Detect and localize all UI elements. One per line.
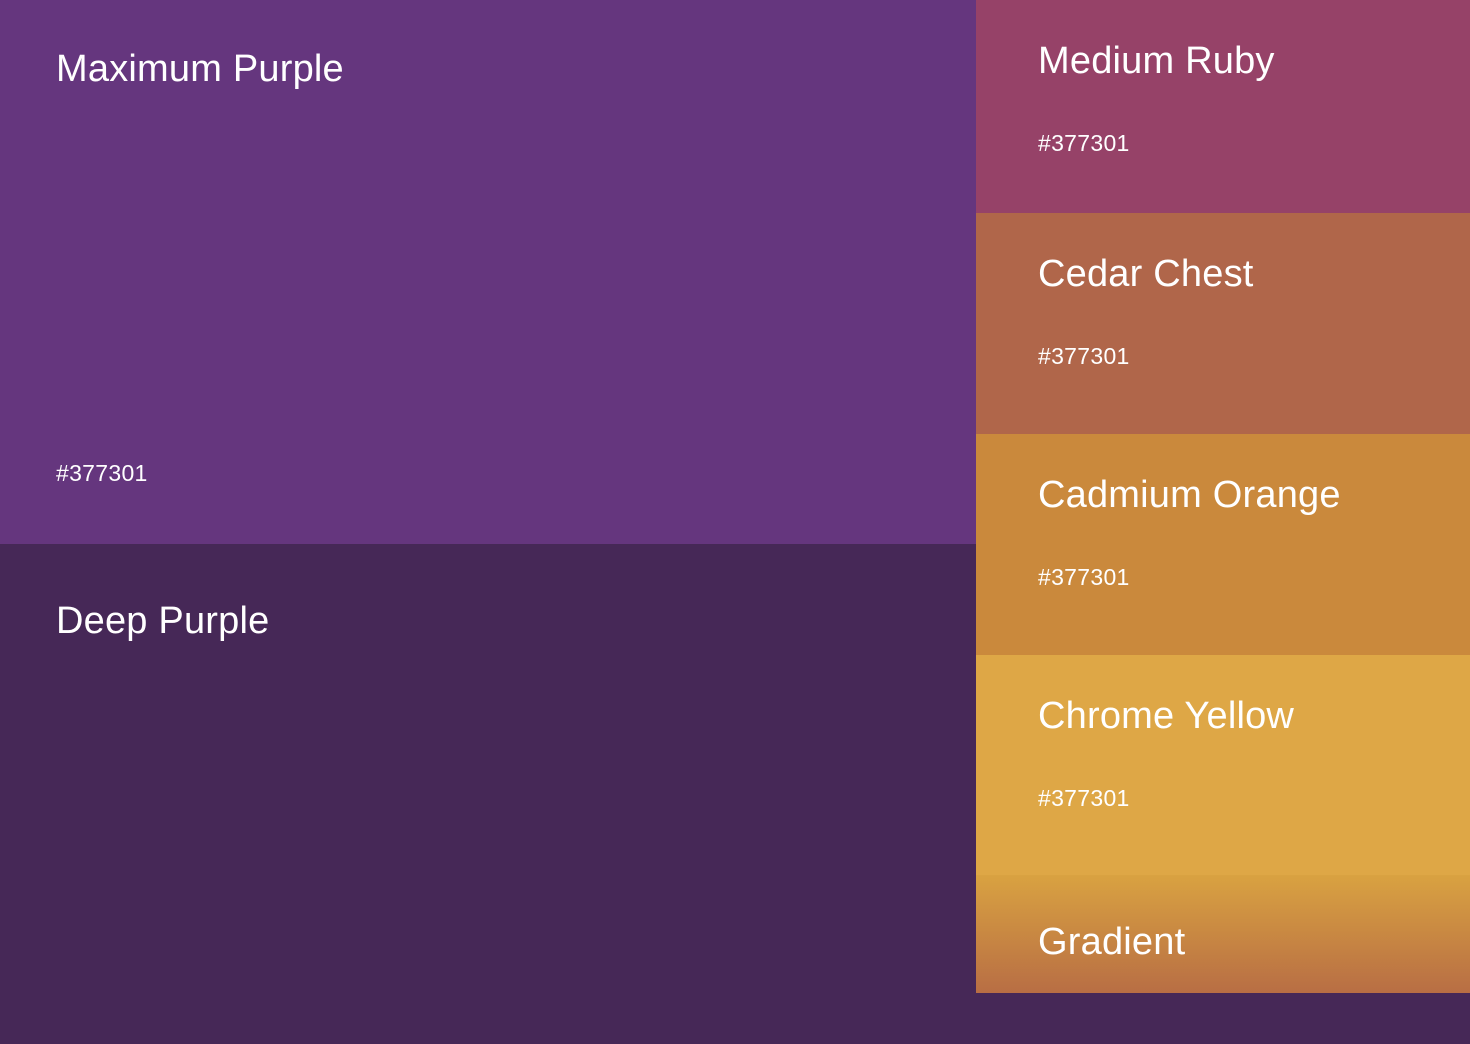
swatch-gradient[interactable]: Gradient (976, 875, 1470, 993)
swatch-maximum-purple[interactable]: Maximum Purple #377301 (0, 0, 976, 544)
swatch-hex-code: #377301 (1038, 564, 1130, 590)
swatch-chrome-yellow[interactable]: Chrome Yellow #377301 (976, 655, 1470, 875)
swatch-name: Chrome Yellow (1038, 695, 1295, 737)
swatch-name: Deep Purple (56, 600, 270, 642)
swatch-hex-code: #377301 (1038, 130, 1130, 156)
swatch-name: Medium Ruby (1038, 40, 1275, 82)
swatch-name: Maximum Purple (56, 48, 344, 90)
swatch-hex-code: #377301 (1038, 343, 1130, 369)
swatch-hex-code: #377301 (1038, 785, 1130, 811)
swatch-cedar-chest[interactable]: Cedar Chest #377301 (976, 213, 1470, 434)
swatch-cadmium-orange[interactable]: Cadmium Orange #377301 (976, 434, 1470, 655)
swatch-name: Cadmium Orange (1038, 474, 1341, 516)
swatch-name: Gradient (1038, 921, 1186, 963)
swatch-name: Cedar Chest (1038, 253, 1254, 295)
swatch-deep-purple[interactable]: Deep Purple (0, 544, 976, 1044)
swatch-medium-ruby[interactable]: Medium Ruby #377301 (976, 0, 1470, 213)
swatch-hex-code: #377301 (56, 460, 148, 486)
